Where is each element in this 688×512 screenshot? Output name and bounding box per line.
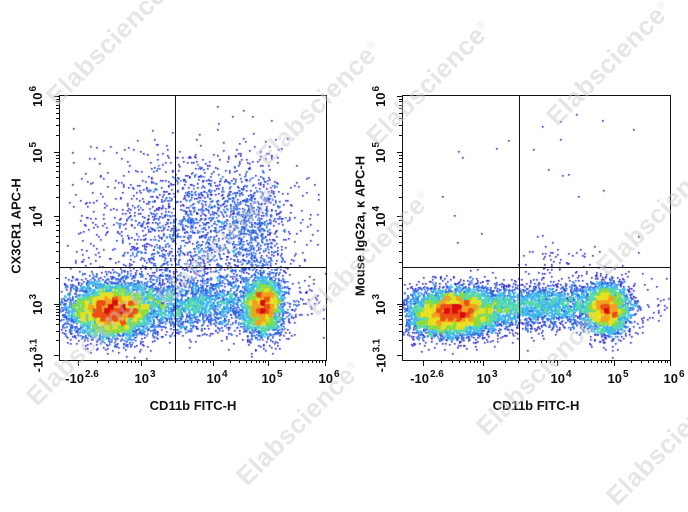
x-minor-tick [441,360,443,363]
x-minor-tick [591,360,593,363]
right-x-axis-title: CD11b FITC-H [492,398,580,413]
x-minor-tick [469,360,471,363]
x-major-tick [423,360,424,366]
y-minor-tick [399,154,402,156]
x-major-tick [670,360,671,366]
x-minor-tick [505,360,507,363]
y-minor-tick [399,196,402,198]
y-minor-tick [399,158,402,160]
y-major-tick [397,96,402,97]
x-major-tick [483,360,484,366]
y-tick-label: 104 [371,205,389,227]
x-minor-tick [605,360,607,363]
x-minor-tick [464,360,466,363]
right-density-scatter [0,0,688,490]
right-y-axis-title: Mouse IgG2a, κ APC-H [352,155,368,297]
right-plot-frame [402,95,671,361]
y-minor-tick [399,319,402,321]
x-minor-tick [518,360,520,363]
x-minor-tick [459,360,461,363]
x-major-tick [614,360,615,366]
y-minor-tick [399,339,402,341]
y-minor-tick [399,224,402,226]
x-minor-tick [667,360,669,363]
y-minor-tick [399,118,402,120]
x-minor-tick [584,360,586,363]
x-minor-tick [611,360,613,363]
y-minor-tick [399,104,402,106]
y-tick-label: 103 [371,293,389,315]
y-minor-tick [399,185,402,187]
x-minor-tick [596,360,598,363]
y-minor-tick [399,242,402,244]
x-minor-tick [664,360,666,363]
y-minor-tick [399,135,402,137]
y-minor-tick [399,112,402,114]
y-tick-label: 106 [371,85,389,107]
y-minor-tick [399,101,402,103]
x-minor-tick [657,360,659,363]
y-minor-tick [399,306,402,308]
y-minor-tick [399,324,402,326]
x-minor-tick [608,360,610,363]
y-minor-tick [399,311,402,313]
y-minor-tick [399,98,402,100]
x-minor-tick [540,360,542,363]
x-tick-label: -102.6 [410,369,444,386]
x-tick-label: 103 [476,369,498,386]
y-major-tick [397,304,402,305]
y-major-tick [397,216,402,217]
x-minor-tick [640,360,642,363]
y-minor-tick [399,125,402,127]
x-tick-label: 105 [607,369,629,386]
x-minor-tick [545,360,547,363]
y-minor-tick [399,251,402,253]
y-minor-tick [399,166,402,168]
y-minor-tick [399,235,402,237]
x-minor-tick [630,360,632,363]
x-minor-tick [473,360,475,363]
y-minor-tick [399,330,402,332]
x-minor-tick [549,360,551,363]
y-minor-tick [399,220,402,222]
y-major-tick [397,355,402,356]
y-minor-tick [399,277,402,279]
x-minor-tick [534,360,536,363]
y-minor-tick [399,229,402,231]
y-minor-tick [399,177,402,179]
y-minor-tick [399,161,402,163]
x-minor-tick [451,360,453,363]
x-tick-label: 106 [663,369,685,386]
y-major-tick [397,152,402,153]
x-minor-tick [553,360,555,363]
y-tick-label: -103.1 [370,338,388,372]
y-minor-tick [399,315,402,317]
y-minor-tick [399,108,402,110]
x-minor-tick [527,360,529,363]
y-tick-label: 105 [371,141,389,163]
y-minor-tick [399,171,402,173]
x-minor-tick [647,360,649,363]
x-minor-tick [653,360,655,363]
y-minor-tick [399,262,402,263]
right-vertical-gate-line[interactable] [519,95,521,361]
x-minor-tick [480,360,482,363]
x-tick-label: 104 [550,369,572,386]
y-minor-tick [399,308,402,310]
x-minor-tick [477,360,479,363]
x-minor-tick [601,360,603,363]
x-major-tick [557,360,558,366]
right-horizontal-gate-line[interactable] [402,267,671,269]
x-minor-tick [661,360,663,363]
x-minor-tick [574,360,576,363]
